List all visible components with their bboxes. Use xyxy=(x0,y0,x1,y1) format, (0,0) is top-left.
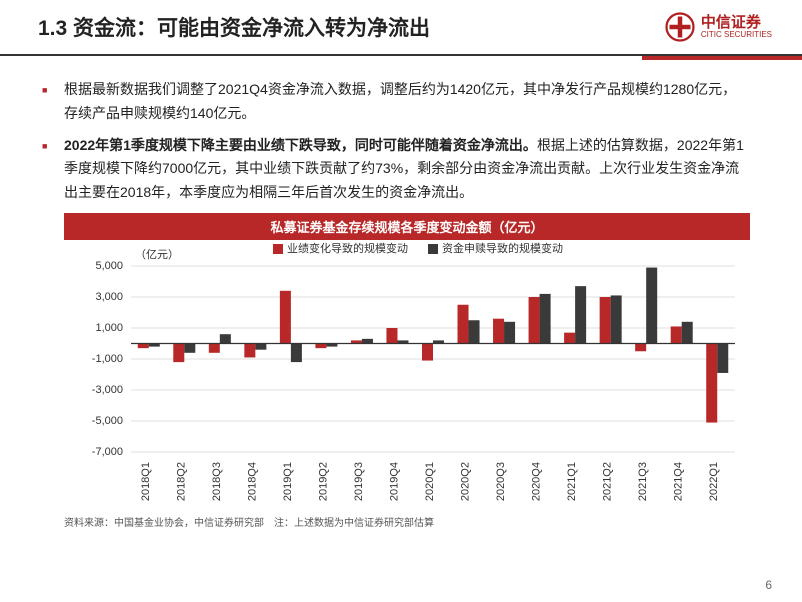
svg-text:2019Q3: 2019Q3 xyxy=(353,462,365,501)
body-text: 根据最新数据我们调整了2021Q4资金净流入数据，调整后约为1420亿元，其中净… xyxy=(0,56,802,205)
svg-text:2018Q3: 2018Q3 xyxy=(211,462,223,501)
svg-text:业绩变化导致的规模变动: 业绩变化导致的规模变动 xyxy=(287,241,408,255)
svg-text:-3,000: -3,000 xyxy=(92,384,123,396)
page-number: 6 xyxy=(765,578,772,592)
svg-text:5,000: 5,000 xyxy=(95,260,123,272)
svg-text:1,000: 1,000 xyxy=(95,322,123,334)
svg-text:2021Q4: 2021Q4 xyxy=(673,462,685,501)
svg-text:2018Q1: 2018Q1 xyxy=(140,462,152,501)
svg-text:-7,000: -7,000 xyxy=(92,446,123,458)
bullet-2-bold: 2022年第1季度规模下降主要由业绩下跌导致，同时可能伴随着资金净流出。 xyxy=(64,137,537,153)
svg-text:2020Q1: 2020Q1 xyxy=(424,462,436,501)
slide-title: 1.3 资金流：可能由资金净流入转为净流出 xyxy=(38,12,430,42)
svg-text:2021Q1: 2021Q1 xyxy=(566,462,578,501)
svg-text:-1,000: -1,000 xyxy=(92,353,123,365)
slide-header: 1.3 资金流：可能由资金净流入转为净流出 中信证券 CITIC SECURIT… xyxy=(0,0,802,56)
svg-text:资金申赎导致的规模变动: 资金申赎导致的规模变动 xyxy=(442,241,563,255)
svg-text:2019Q1: 2019Q1 xyxy=(282,462,294,501)
svg-text:-5,000: -5,000 xyxy=(92,415,123,427)
bar-chart: -7,000 -5,000 -3,000 -1,000 1,000 3,000 5,000 （… xyxy=(67,240,747,510)
svg-text:2021Q3: 2021Q3 xyxy=(637,462,649,501)
svg-text:2020Q4: 2020Q4 xyxy=(531,462,543,501)
logo-text-en: CITIC SECURITIES xyxy=(701,31,772,39)
svg-text:2019Q2: 2019Q2 xyxy=(317,462,329,501)
chart-container: 私募证券基金存续规模各季度变动金额（亿元） -7,000 -5,000 -3,000… xyxy=(64,213,750,510)
svg-text:2020Q3: 2020Q3 xyxy=(495,462,507,501)
svg-text:2018Q2: 2018Q2 xyxy=(175,462,187,501)
svg-text:（亿元）: （亿元） xyxy=(135,248,179,261)
citic-logo-icon xyxy=(665,12,695,42)
svg-text:2022Q1: 2022Q1 xyxy=(708,462,720,501)
chart-title: 私募证券基金存续规模各季度变动金额（亿元） xyxy=(64,213,750,240)
svg-text:2021Q2: 2021Q2 xyxy=(602,462,614,501)
svg-text:2019Q4: 2019Q4 xyxy=(388,462,400,501)
svg-text:2018Q4: 2018Q4 xyxy=(246,462,258,501)
bullet-2: 2022年第1季度规模下降主要由业绩下跌导致，同时可能伴随着资金净流出。根据上述… xyxy=(64,134,750,205)
brand-logo: 中信证券 CITIC SECURITIES xyxy=(665,12,772,42)
source-note: 资料来源：中国基金业协会，中信证券研究部 注：上述数据为中信证券研究部估算 xyxy=(64,514,802,529)
bullet-1: 根据最新数据我们调整了2021Q4资金净流入数据，调整后约为1420亿元，其中净… xyxy=(64,78,750,126)
logo-text-cn: 中信证券 xyxy=(701,15,772,31)
accent-stripe xyxy=(642,56,802,60)
svg-text:3,000: 3,000 xyxy=(95,291,123,303)
svg-text:2020Q2: 2020Q2 xyxy=(460,462,472,501)
